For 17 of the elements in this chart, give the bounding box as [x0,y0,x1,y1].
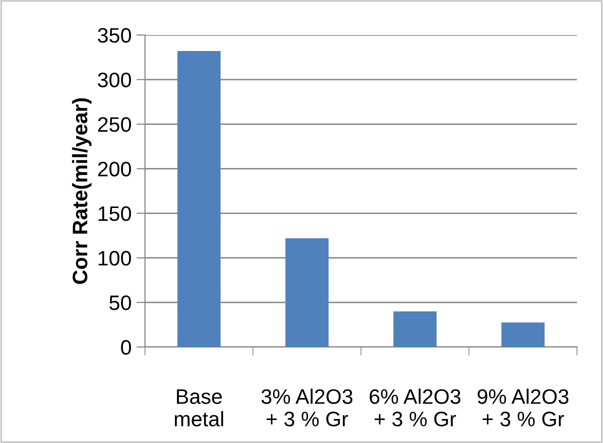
y-tick-label: 50 [109,295,131,310]
x-tick-label: Base metal [174,389,224,426]
y-tick-label: 150 [98,206,131,222]
y-tick-label: 0 [121,340,131,355]
x-tick-label: 9% Al2O3 + 3 % Gr [478,388,568,426]
x-tick-label: 3% Al2O3 + 3 % Gr [261,388,352,426]
bar [285,238,329,347]
y-tick-label: 350 [98,28,131,43]
y-axis-title: Corr Rate(mil/year) [72,98,92,284]
bar [177,51,221,347]
y-tick-label: 100 [98,250,131,266]
bar [501,322,545,347]
y-tick-label: 200 [98,162,131,176]
y-tick-label: 250 [98,117,131,132]
x-tick-label: 6% Al2O3 + 3 % Gr [370,388,460,426]
bar [393,311,437,347]
y-tick-label: 300 [98,72,131,88]
